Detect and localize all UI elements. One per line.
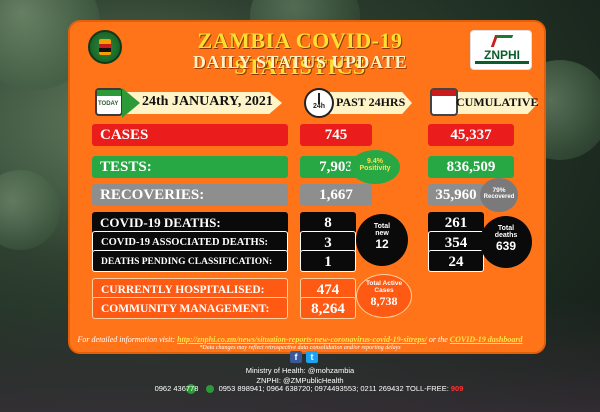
- total-active-label-1: Total Active: [365, 280, 403, 287]
- dashboard-link[interactable]: COVID-19 dashboard: [449, 335, 523, 344]
- positivity-badge: 9.4% Positivity: [350, 150, 400, 184]
- facebook-icon[interactable]: f: [290, 351, 302, 363]
- total-active-label-2: Cases: [374, 287, 394, 294]
- community-past-value: 8,264: [300, 297, 356, 319]
- znphi-logo-text: ZNPHI: [484, 48, 520, 62]
- recovered-label: Recovered: [483, 194, 515, 200]
- positivity-value: 9.4%: [367, 158, 383, 165]
- clock-24h-icon: 24h: [304, 88, 334, 118]
- total-new-value: 12: [375, 237, 389, 251]
- cases-past-value: 745: [300, 124, 372, 146]
- recovered-badge: 79% Recovered: [480, 178, 518, 212]
- total-new-label-1: Total: [373, 223, 391, 230]
- page-subtitle: DAILY STATUS UPDATE: [192, 52, 408, 72]
- total-new-deaths-badge: Total new 12: [356, 214, 408, 266]
- ministry-handle: Ministry of Health: @mohzambia: [245, 366, 355, 375]
- page-title: ZAMBIA COVID-19 STATISTICS: [197, 28, 403, 79]
- cases-label: CASES: [92, 124, 288, 146]
- whatsapp-icon: [186, 384, 196, 394]
- total-new-label-2: new: [375, 230, 389, 237]
- calendar-stack-icon: [430, 88, 458, 116]
- hospitalised-label: CURRENTLY HOSPITALISED:: [92, 278, 288, 300]
- virus-decoration: [0, 170, 60, 250]
- znphi-logo: ZNPHI: [470, 30, 532, 70]
- total-deaths-badge: Total deaths 639: [480, 216, 532, 268]
- tests-label: TESTS:: [92, 156, 288, 178]
- disclaimer: *Data changes may reflect retrospective …: [199, 345, 401, 351]
- info-middle: or the: [428, 335, 448, 344]
- info-line: For detailed information visit: http://z…: [0, 335, 600, 344]
- play-arrow-icon: [122, 88, 140, 118]
- twitter-icon[interactable]: t: [306, 351, 318, 363]
- total-active-value: 8,738: [370, 294, 398, 308]
- pending-deaths-cumulative-value: 24: [428, 250, 484, 272]
- pending-deaths-label: DEATHS PENDING CLASSIFICATION:: [92, 250, 288, 272]
- cases-cumulative-value: 45,337: [428, 124, 514, 146]
- whatsapp-number: 0962 436778: [154, 384, 199, 393]
- recoveries-label: RECOVERIES:: [92, 184, 288, 206]
- pending-deaths-past-value: 1: [300, 250, 356, 272]
- cumulative-label: CUMULATIVE: [456, 95, 539, 109]
- date-banner: [122, 92, 282, 114]
- contact-line: 0962 436778 0953 898941; 0964 638720; 09…: [0, 384, 600, 394]
- info-prefix: For detailed information visit:: [77, 335, 176, 344]
- total-deaths-label-2: deaths: [494, 232, 518, 239]
- past-24hrs-banner: [330, 92, 412, 114]
- coat-of-arms-icon: [88, 30, 122, 64]
- total-deaths-label-1: Total: [497, 225, 515, 232]
- situation-reports-link[interactable]: http://znphi.co.zm/news/situation-report…: [177, 335, 427, 344]
- total-active-badge: Total Active Cases 8,738: [356, 274, 412, 318]
- recovered-value: 79%: [492, 187, 506, 194]
- recoveries-past-value: 1,667: [300, 184, 372, 206]
- znphi-logo-mark-icon: [490, 35, 514, 47]
- znphi-handle: ZNPHI: @ZMPublicHealth: [256, 376, 344, 385]
- deaths-cumulative-value: 261: [428, 212, 484, 234]
- report-date: 24th JANUARY, 2021: [142, 94, 273, 109]
- tests-cumulative-value: 836,509: [428, 156, 514, 178]
- community-label: COMMUNITY MANAGEMENT:: [92, 297, 288, 319]
- toll-free-number: 909: [450, 384, 464, 393]
- past-24hrs-label: PAST 24HRS: [336, 95, 406, 109]
- phone-icon: [206, 385, 215, 394]
- positivity-label: Positivity: [359, 165, 391, 172]
- cumulative-banner: [452, 92, 538, 114]
- total-deaths-value: 639: [495, 239, 517, 253]
- deaths-label: COVID-19 DEATHS:: [92, 212, 288, 234]
- today-icon-label: TODAY: [98, 101, 119, 107]
- recoveries-cumulative-value: 35,960: [428, 184, 484, 206]
- logo-underline: [475, 61, 529, 64]
- clock-label: 24h: [313, 103, 326, 110]
- deaths-past-value: 8: [300, 212, 356, 234]
- calendar-icon: TODAY: [95, 88, 123, 116]
- phone-numbers: 0953 898941; 0964 638720; 0974493553; 02…: [218, 384, 449, 393]
